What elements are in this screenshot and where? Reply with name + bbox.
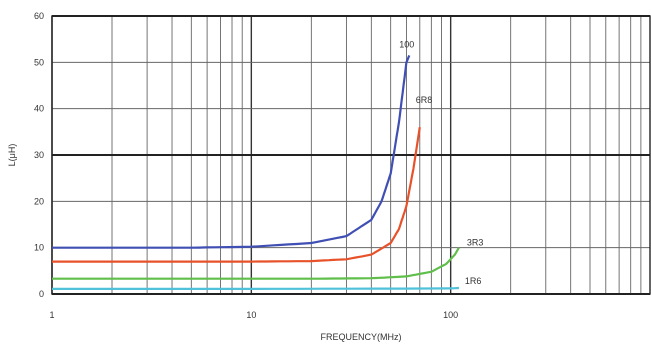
y-axis-ticks: 0 10 20 30 40 50 60 [34, 11, 44, 299]
y-tick-label: 40 [34, 104, 44, 114]
x-axis-label: FREQUENCY(MHz) [321, 332, 402, 342]
x-tick-label: 1 [49, 310, 54, 320]
series-line-1r6 [52, 286, 459, 290]
y-tick-label: 30 [34, 150, 44, 160]
chart-plot-area [51, 15, 651, 295]
y-axis-label: L(μH) [7, 144, 17, 167]
y-tick-label: 20 [34, 196, 44, 206]
chart-grid [51, 15, 650, 295]
plot-frame [51, 15, 651, 295]
y-tick-label: 60 [34, 11, 44, 21]
series-label-6r8: 6R8 [416, 95, 433, 105]
series-label-1r6: 1R6 [465, 276, 482, 286]
series-line-100 [52, 54, 411, 249]
series-line-6r8 [52, 127, 421, 263]
series-label-3r3: 3R3 [467, 238, 484, 248]
y-tick-label: 0 [39, 289, 44, 299]
y-tick-label: 10 [34, 243, 44, 253]
chart-series [52, 54, 460, 290]
y-tick-label: 50 [34, 57, 44, 67]
x-tick-label: 10 [246, 310, 256, 320]
series-labels: 100 6R8 3R3 1R6 [399, 39, 483, 286]
series-label-100: 100 [399, 39, 414, 49]
x-tick-label: 100 [443, 310, 458, 320]
x-axis-ticks: 1 10 100 [49, 310, 458, 320]
series-line-3r3 [52, 247, 460, 280]
